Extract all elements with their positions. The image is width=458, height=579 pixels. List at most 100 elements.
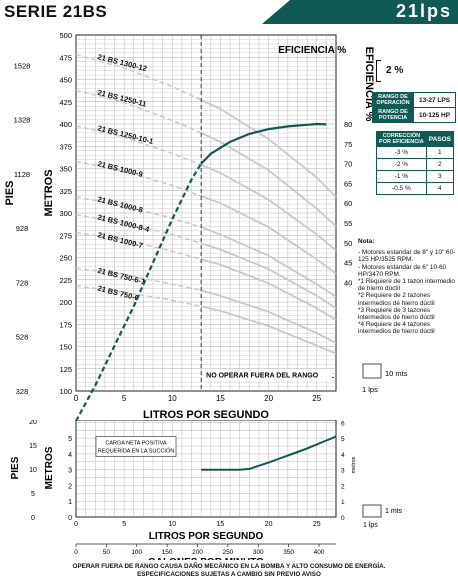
npsh-y-tick-metros: 4 (68, 452, 72, 459)
gpm-tick-label: 100 (131, 549, 142, 556)
y-tick-pies: 528 (16, 333, 29, 342)
pasos-header: PASOS (425, 131, 455, 147)
model-flow: 21lps (395, 1, 452, 21)
y-tick-pies: 1128 (14, 170, 30, 179)
efficiency-curve-dashed (75, 163, 203, 422)
npsh-x-tick: 5 (122, 521, 126, 528)
y-tick-pies: 1528 (14, 61, 31, 70)
y-tick-metros: 475 (59, 53, 72, 62)
notes-title: Nota: (358, 238, 375, 245)
correction-value: -3 % (376, 146, 427, 159)
y-tick-eficiencia: 50 (344, 239, 352, 248)
pump-curve (200, 258, 337, 321)
step-bracket (376, 60, 381, 82)
npsh-annotation-line1: CARGA NETA POSITIVA (105, 441, 167, 447)
y-axis-label-metros: METROS (43, 169, 55, 216)
y-tick-pies: 1328 (14, 116, 31, 125)
y-tick-metros: 200 (59, 298, 72, 307)
npsh-y-tick-pies: 20 (29, 420, 37, 426)
pump-curve (200, 289, 337, 344)
y-tick-eficiencia: 75 (344, 140, 352, 149)
x-tick-label: 20 (264, 394, 273, 403)
npsh-y-tick-metros: 3 (68, 468, 72, 475)
scale-box (362, 363, 382, 379)
y-tick-metros: 300 (59, 209, 72, 218)
pump-curve (200, 164, 337, 252)
npsh-y-tick-metros: 5 (68, 436, 72, 443)
gpm-tick-label: 50 (103, 549, 111, 556)
correction-row: -1 % 3 (376, 170, 455, 183)
operating-limit-label: NO OPERAR FUERA DEL RANGO (206, 372, 319, 379)
header-accent (262, 0, 458, 24)
gpm-tick-label: 400 (314, 549, 325, 556)
correction-table: CORRECCIÓN POR EFICIENCIA PASOS -3 % 1 -… (376, 131, 455, 195)
pump-curve-dashed (75, 231, 202, 261)
notes-block: Nota: - Motores estandar de 8" y 10" 60-… (358, 238, 458, 336)
npsh-x-tick: 15 (217, 521, 225, 528)
efficiency-step-indicator: 2 % (376, 60, 416, 82)
y-tick-metros: 450 (59, 76, 72, 85)
npsh-x-tick: 0 (74, 521, 78, 528)
pump-curve-dashed (75, 285, 202, 308)
note-line: *2 Requiere de 2 tazones intermedios de … (358, 292, 435, 307)
pump-curve (200, 226, 337, 298)
y-tick-pies: 328 (16, 387, 29, 396)
y-tick-metros: 425 (59, 98, 72, 107)
npsh-y-tick-right: 1 (341, 499, 345, 506)
y-tick-metros: 500 (59, 31, 72, 40)
npsh-scale-lps: 1 lps (363, 522, 378, 529)
x-tick-label: 5 (122, 394, 127, 403)
npsh-x-tick: 20 (265, 521, 273, 528)
rango-potencia-label: RANGO DE POTENCIA (372, 107, 414, 123)
gpm-tick-label: 0 (74, 549, 78, 556)
pasos-value: 4 (425, 182, 455, 195)
pump-curve (200, 195, 337, 275)
npsh-y-tick-right: 5 (341, 436, 345, 443)
y-tick-metros: 375 (59, 142, 72, 151)
npsh-y-tick-right: 0 (341, 515, 345, 522)
scale-label-mts: 10 mts (385, 369, 408, 378)
footer: OPERAR FUERA DE RANGO CAUSA DAÑO MECÁNIC… (0, 563, 458, 578)
npsh-scale-mts: 1 mts (385, 508, 403, 515)
y-tick-metros: 325 (59, 187, 72, 196)
y-tick-eficiencia: 40 (344, 278, 352, 287)
y-tick-metros: 100 (59, 387, 72, 396)
x-tick-label: 25 (312, 394, 321, 403)
gpm-tick-label: 250 (222, 549, 233, 556)
efficiency-title: EFICIENCIA % (278, 45, 346, 56)
npsh-y-tick-right: 3 (341, 468, 345, 475)
correction-value: -2 % (376, 158, 427, 171)
npsh-y-tick-pies: 0 (31, 515, 35, 522)
rango-operacion-value: 13-27 LPS (413, 92, 456, 108)
operating-limit-label-bg (203, 369, 332, 381)
header-bar: SERIE 21BS 21lps (0, 0, 458, 24)
pasos-value: 2 (425, 158, 455, 171)
correction-row: -0.5 % 4 (376, 182, 455, 195)
npsh-curve (201, 435, 337, 471)
npsh-y-tick-pies: 15 (29, 443, 37, 450)
y-tick-metros: 275 (59, 231, 72, 240)
scale-label-lps: 1 lps (362, 385, 378, 394)
npsh-plot-frame (75, 420, 337, 518)
pump-curve (200, 305, 337, 355)
step-label: 2 % (386, 65, 404, 76)
y-tick-metros: 225 (59, 276, 72, 285)
npsh-x-tick: 10 (168, 521, 176, 528)
npsh-x-label: LITROS POR SEGUNDO (149, 531, 264, 542)
npsh-y-tick-pies: 10 (29, 467, 37, 474)
y-tick-metros: 400 (59, 120, 72, 129)
gpm-tick-label: 200 (192, 549, 203, 556)
correction-row: -3 % 1 (376, 146, 455, 159)
npsh-scale-box (362, 504, 382, 518)
pump-curve-dashed (75, 89, 202, 134)
note-line: *4 Requiere de 4 tazones intermedios de … (358, 321, 435, 336)
y-tick-eficiencia: 45 (344, 259, 352, 268)
series-title: SERIE 21BS (4, 2, 108, 21)
npsh-y-tick-metros: 2 (68, 483, 72, 490)
range-row-operacion: RANGO DE OPERACIÓN 13-27 LPS (372, 92, 456, 108)
y-axis-label-pies: PIES (4, 180, 16, 205)
pasos-value: 3 (425, 170, 455, 183)
note-line: *3 Requiere de 3 tazones intermedios de … (358, 306, 435, 322)
npsh-y-tick-metros: 0 (68, 515, 72, 522)
